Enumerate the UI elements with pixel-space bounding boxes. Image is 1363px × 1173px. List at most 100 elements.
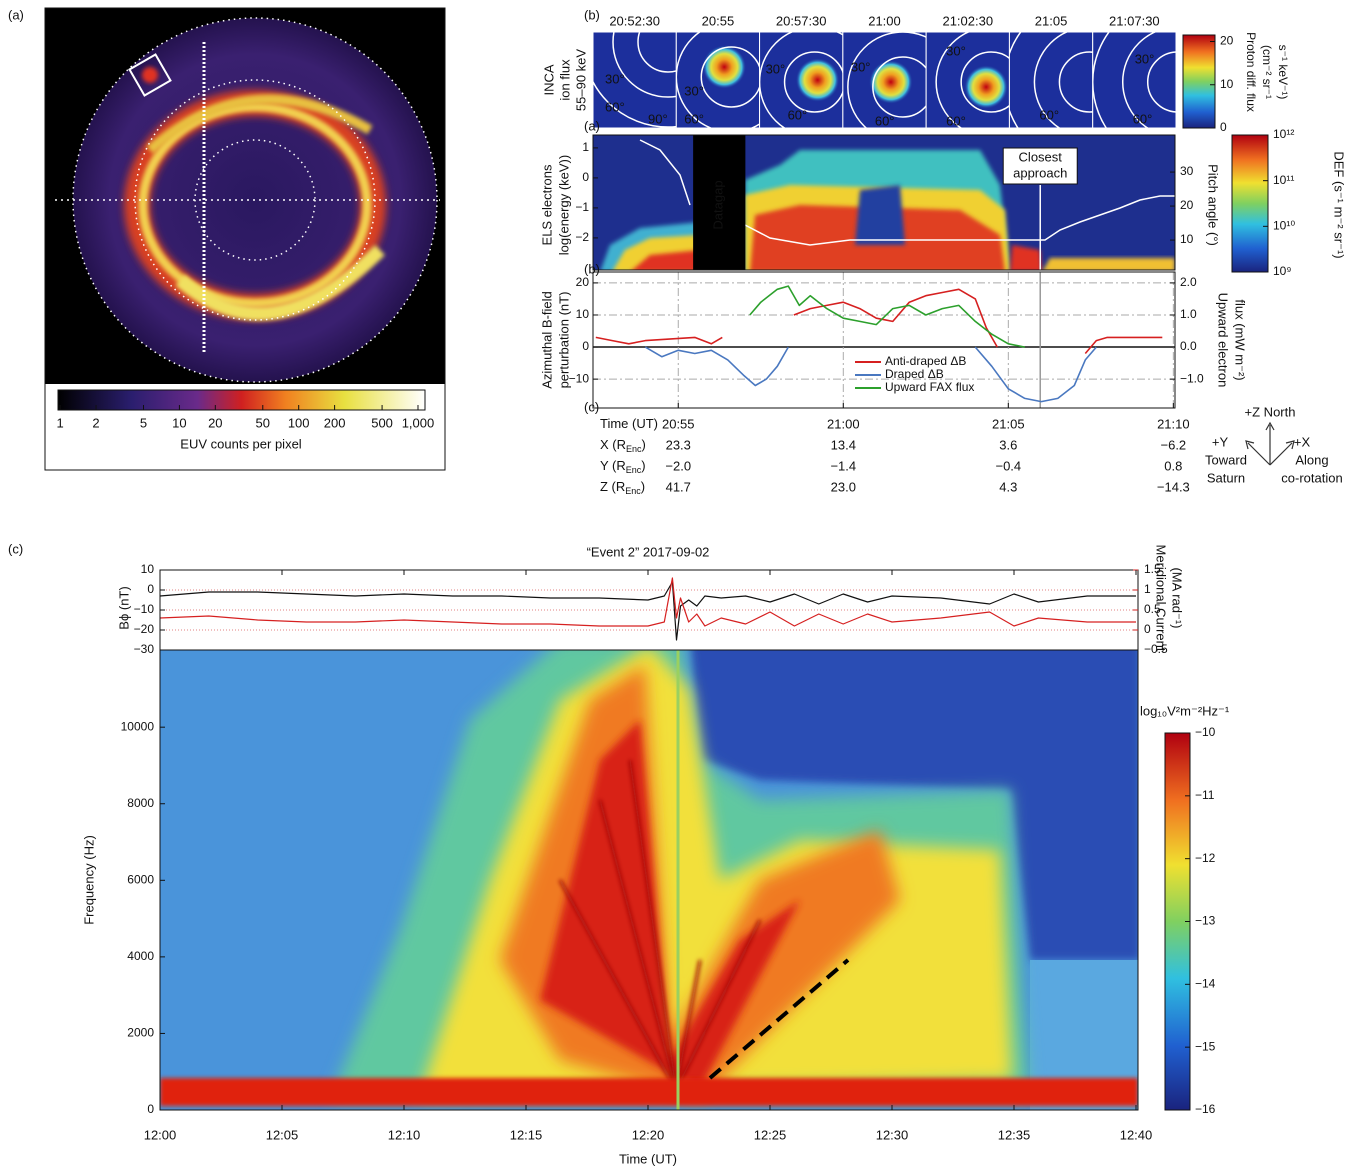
plot-frame xyxy=(592,134,1176,271)
axis-label: flux (mW m⁻²) xyxy=(1233,299,1248,380)
axis-label: Frequency (Hz) xyxy=(81,835,96,925)
angle-circle xyxy=(1058,51,1093,113)
tick-label: −10 xyxy=(134,602,155,616)
tick-label: −20 xyxy=(134,622,155,636)
tick-label: 0 xyxy=(147,582,154,596)
tick-label: 0.0 xyxy=(1180,339,1197,353)
cell: −1.4 xyxy=(830,458,856,473)
flux-blob xyxy=(964,65,1009,109)
tick-label: 0.5 xyxy=(1144,602,1161,616)
spectral-streak xyxy=(674,919,762,1091)
flux-blob xyxy=(868,60,913,104)
aurora-image xyxy=(45,8,445,386)
x-tick-label: 20:55 xyxy=(662,416,695,431)
inca-frame xyxy=(593,32,677,128)
line-series xyxy=(159,577,1136,627)
angle-label: 60° xyxy=(684,111,704,126)
angle-label: 60° xyxy=(788,107,808,122)
angle-label: 60° xyxy=(605,99,625,114)
line-series xyxy=(749,285,1025,348)
frame-time: 20:57:30 xyxy=(776,13,827,28)
tick-label: 10 xyxy=(576,307,590,321)
cell: 23.3 xyxy=(666,437,691,452)
axis-label: 55–90 keV xyxy=(573,49,588,111)
angle-label: 60° xyxy=(875,113,895,128)
axis-label: ion flux xyxy=(557,59,572,101)
cell: −0.4 xyxy=(995,458,1021,473)
x-tick-label: 21:00 xyxy=(827,416,860,431)
angle-circle xyxy=(872,56,927,118)
inca-frame xyxy=(842,32,927,128)
colorbar-tick-label: 10¹² xyxy=(1273,127,1294,141)
spectral-region xyxy=(690,650,1138,960)
cell: −6.2 xyxy=(1161,437,1187,452)
annotation: Datagap xyxy=(711,180,726,229)
x-tick-label: 12:05 xyxy=(266,1127,299,1142)
cell: −14.3 xyxy=(1157,479,1190,494)
colorbar-label: Proton diff. flux xyxy=(1244,32,1258,112)
axis-name: +Y xyxy=(1212,434,1229,449)
tick-label: 1.5 xyxy=(1144,562,1161,576)
flux-blob xyxy=(795,58,840,102)
x-tick-label: 12:00 xyxy=(144,1127,177,1142)
axis-name: +X xyxy=(1294,434,1311,449)
row-label-part: Y (R xyxy=(600,458,626,473)
x-tick-label: 21:10 xyxy=(1157,416,1190,431)
x-tick-label: 12:15 xyxy=(510,1127,543,1142)
axis-label: Upward electron xyxy=(1216,293,1231,388)
spot xyxy=(142,67,158,83)
axis-name: co-rotation xyxy=(1281,470,1342,485)
x-tick-label: 12:35 xyxy=(998,1127,1031,1142)
row-label-part: Time (UT) xyxy=(600,416,658,431)
inca-frame xyxy=(1009,32,1093,128)
inca-frame xyxy=(676,32,760,128)
tick-label: 10 xyxy=(1180,232,1194,246)
frame-time: 21:02:30 xyxy=(942,13,993,28)
arrow xyxy=(1269,442,1293,466)
tick-label: 0 xyxy=(1144,622,1151,636)
panel-frame xyxy=(44,7,446,471)
legend-label: Upward FAX flux xyxy=(885,380,974,394)
panel-label: (c) xyxy=(8,541,23,556)
angle-circle xyxy=(847,32,927,128)
axes-diagram xyxy=(1245,421,1295,466)
angle-circle xyxy=(1146,51,1176,113)
frame-border xyxy=(1092,31,1177,129)
axis-label: log(energy (keV)) xyxy=(556,155,571,255)
colorbar-tick-label: 50 xyxy=(256,415,270,430)
tick-label: −1.0 xyxy=(1180,371,1204,385)
frame-time: 20:52:30 xyxy=(609,13,660,28)
x-tick-label: 21:05 xyxy=(992,416,1025,431)
angle-circle xyxy=(1033,32,1069,128)
inca-frame xyxy=(759,32,843,128)
els-image xyxy=(593,135,1175,270)
angle-circle xyxy=(960,51,1010,113)
colorbar-tick-label: 500 xyxy=(371,415,393,430)
cell: 0.8 xyxy=(1164,458,1182,473)
angle-circle xyxy=(935,32,971,128)
panel-label: (a) xyxy=(8,7,24,22)
frame-time: 21:00 xyxy=(868,13,901,28)
axis-label: Azimuthal B-field xyxy=(539,291,554,389)
colorbar-tick-label: −16 xyxy=(1195,1102,1216,1116)
arrowhead xyxy=(1245,440,1255,450)
angle-circle xyxy=(612,32,677,98)
spectral-band xyxy=(160,1078,1138,1106)
colorbar-label: EUV counts per pixel xyxy=(180,436,302,451)
plot-frame xyxy=(592,271,1176,409)
line-series xyxy=(595,288,1163,355)
row-label-part: Z (R xyxy=(600,479,625,494)
spectral-region xyxy=(1030,960,1138,1110)
spectral-region xyxy=(632,250,700,270)
angle-circle xyxy=(783,51,843,113)
colorbar-tick-label: 10¹⁰ xyxy=(1273,219,1295,233)
angle-label: 60° xyxy=(946,113,966,128)
frame-time: 21:07:30 xyxy=(1109,13,1160,28)
arrow xyxy=(1247,442,1271,466)
colorbar-tick-label: 20 xyxy=(208,415,222,430)
tick-label: −30 xyxy=(134,642,155,656)
spectral-streak xyxy=(628,759,678,1091)
cell: 13.4 xyxy=(831,437,856,452)
tick-label: 0 xyxy=(582,170,589,184)
colorbar-tick-label: −11 xyxy=(1195,788,1215,802)
